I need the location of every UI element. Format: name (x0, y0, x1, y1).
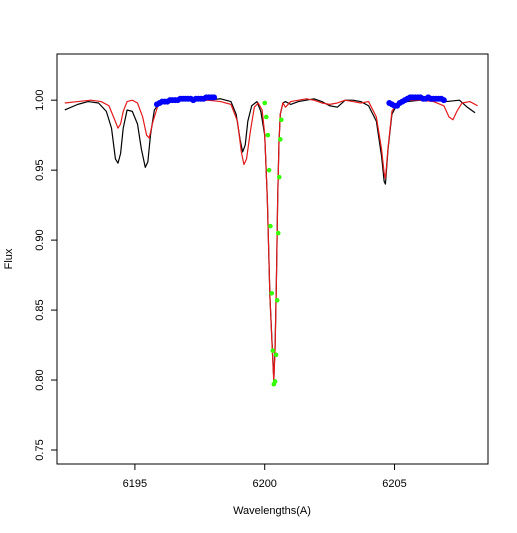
x-tick-label: 6200 (252, 478, 276, 490)
x-tick-label: 6195 (123, 478, 147, 490)
x-tick-label: 6205 (382, 478, 406, 490)
data-point (440, 97, 447, 104)
y-tick-label: 0.95 (34, 159, 46, 180)
data-point (276, 174, 282, 180)
y-axis-label: Flux (3, 248, 15, 269)
data-point (272, 379, 278, 384)
data-point (269, 290, 275, 296)
y-tick-label: 0.90 (34, 229, 46, 250)
data-point (270, 348, 276, 353)
x-axis-label: Wavelengths(A) (233, 505, 311, 517)
series-2 (153, 94, 447, 109)
data-point (268, 223, 273, 229)
data-point (273, 352, 279, 358)
data-point (275, 230, 281, 236)
axes-layer: 6195 6200 6205 0.75 0.80 0.85 0.90 0.95 1.00 (34, 89, 407, 490)
y-tick-label: 0.85 (34, 299, 46, 320)
data-point (266, 167, 272, 173)
data-point (262, 100, 268, 106)
data-point (265, 132, 271, 138)
y-tick-label: 0.80 (34, 369, 46, 390)
data-point (279, 117, 284, 123)
data-point (263, 114, 269, 120)
series-layer (64, 94, 478, 387)
series-3 (262, 100, 284, 387)
y-tick-label: 1.00 (34, 89, 46, 110)
y-tick-label: 0.75 (34, 439, 46, 460)
data-point (211, 94, 218, 101)
data-point (274, 297, 280, 303)
data-point (277, 137, 283, 142)
